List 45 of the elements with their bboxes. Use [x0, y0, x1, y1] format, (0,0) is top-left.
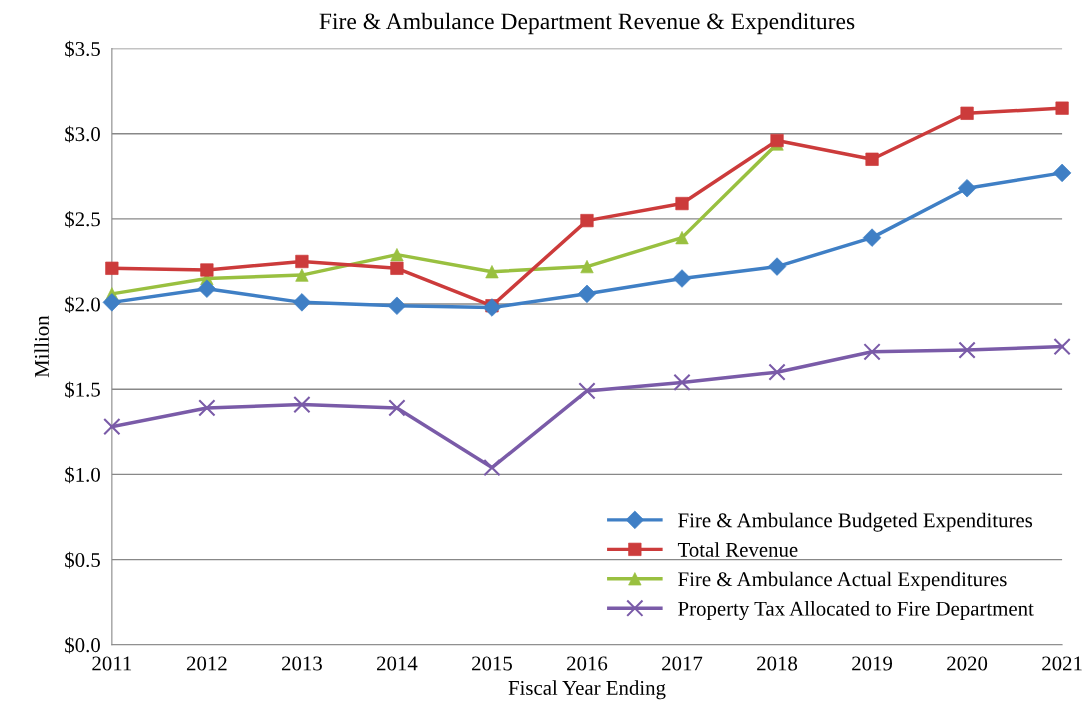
point	[578, 382, 596, 400]
x-axis-title: Fiscal Year Ending	[508, 680, 666, 700]
y-tick-label: $0.5	[65, 551, 100, 569]
point	[580, 214, 594, 228]
x-tick-label: 2019	[852, 656, 893, 671]
point	[673, 373, 691, 392]
y-tick-label: $2.0	[65, 296, 100, 313]
y-tick-label: $3.0	[65, 125, 100, 143]
point	[580, 259, 594, 274]
legend-label: Property Tax Allocated to Fire Department	[678, 601, 1034, 621]
x-tick-label: 2015	[472, 656, 512, 671]
legend-label: Total Revenue	[677, 542, 798, 557]
x-tick-label: 2012	[186, 656, 227, 671]
y-tick-label: $2.5	[65, 211, 100, 228]
point	[103, 418, 121, 436]
y-tick-label: $3.5	[65, 40, 100, 58]
x-tick-label: 2013	[281, 656, 322, 671]
point	[863, 343, 881, 361]
x-tick-label: 2020	[947, 656, 988, 671]
point	[390, 261, 404, 275]
point	[483, 458, 501, 477]
point	[387, 296, 407, 315]
point	[198, 399, 216, 417]
point	[865, 152, 879, 166]
y-tick-label: $1.5	[65, 381, 100, 399]
y-axis-title: Million	[34, 315, 49, 378]
x-tick-label: 2014	[377, 656, 418, 671]
x-tick-label: 2021	[1042, 656, 1082, 671]
y-tick-label: $0.0	[65, 636, 100, 654]
point	[1053, 337, 1071, 356]
y-tick-label: $1.0	[65, 466, 100, 484]
x-tick-label: 2011	[92, 656, 132, 671]
point	[293, 395, 311, 414]
legend-label: Fire & Ambulance Budgeted Expenditures	[678, 512, 1033, 532]
chart-title: Fire & Ambulance Department Revenue & Expenditures	[319, 12, 855, 35]
legend-label: Fire & Ambulance Actual Expenditures	[678, 571, 1007, 591]
point	[295, 254, 309, 269]
x-tick-label: 2017	[662, 656, 703, 671]
x-tick-label: 2016	[567, 656, 608, 671]
point	[958, 341, 976, 359]
x-tick-label: 2018	[757, 656, 798, 671]
point	[675, 231, 689, 245]
point	[862, 228, 882, 247]
point	[768, 363, 786, 381]
point	[388, 399, 406, 417]
